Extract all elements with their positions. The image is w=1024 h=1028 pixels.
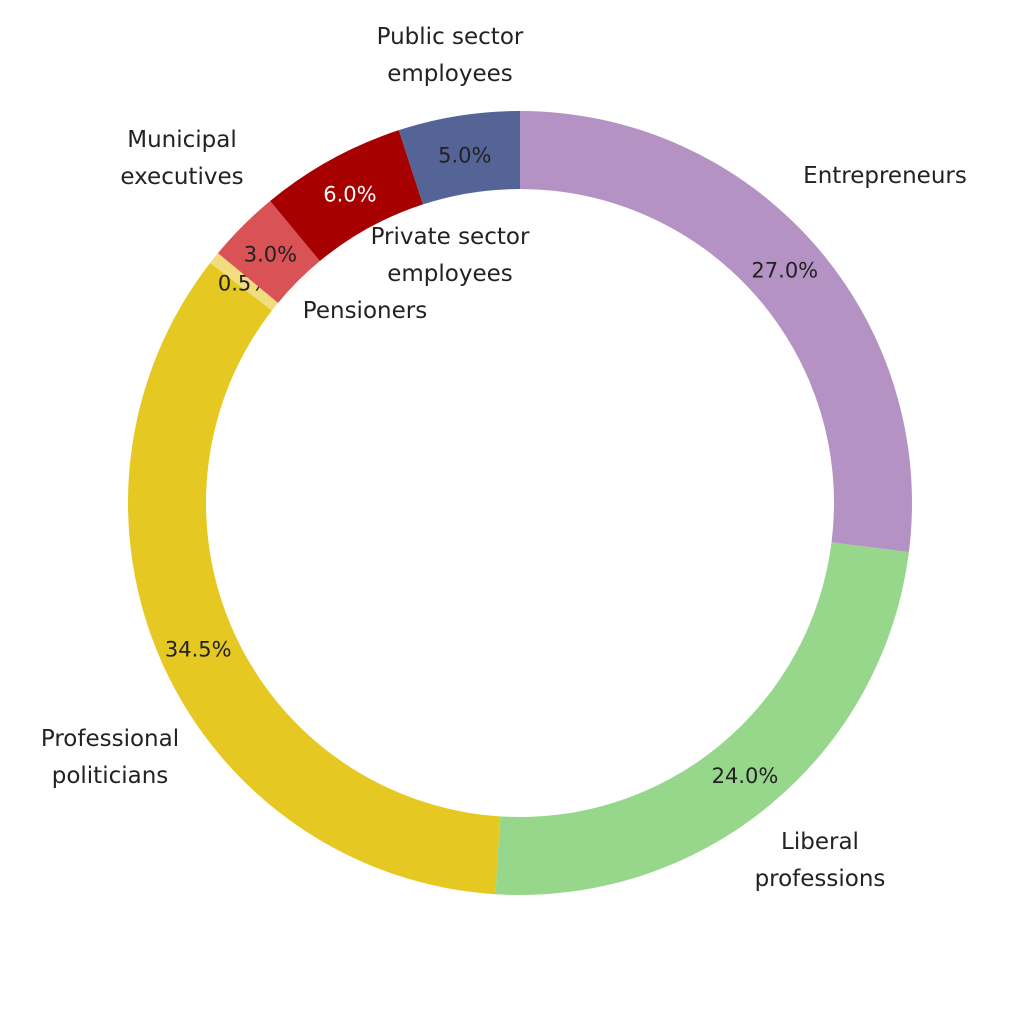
category-label-professional-politicians: Professional politicians — [41, 726, 179, 789]
slice-liberal-professions — [495, 542, 909, 896]
category-label-public-sector-employees: Public sector employees — [377, 24, 524, 87]
category-label-pensioners: Pensioners — [303, 298, 427, 324]
slice-entrepreneurs — [520, 111, 912, 553]
slice-professional-politicians — [127, 262, 501, 895]
value-label-private-sector-employees: 6.0% — [323, 183, 376, 207]
value-label-entrepreneurs: 27.0% — [751, 259, 818, 283]
category-label-municipal-executives: Municipal executives — [120, 127, 243, 190]
value-label-professional-politicians: 34.5% — [165, 637, 232, 661]
slice-public-sector-employees — [398, 111, 520, 205]
category-label-liberal-professions: Liberal professions — [755, 829, 886, 892]
slice-municipal-executives — [217, 200, 320, 303]
category-label-private-sector-employees: Private sector employees — [371, 224, 530, 287]
slice-pensioners — [210, 253, 279, 311]
value-label-public-sector-employees: 5.0% — [438, 143, 491, 167]
slice-private-sector-employees — [270, 130, 423, 262]
value-label-liberal-professions: 24.0% — [712, 764, 779, 788]
value-label-municipal-executives: 3.0% — [244, 242, 297, 266]
category-label-entrepreneurs: Entrepreneurs — [803, 163, 967, 189]
